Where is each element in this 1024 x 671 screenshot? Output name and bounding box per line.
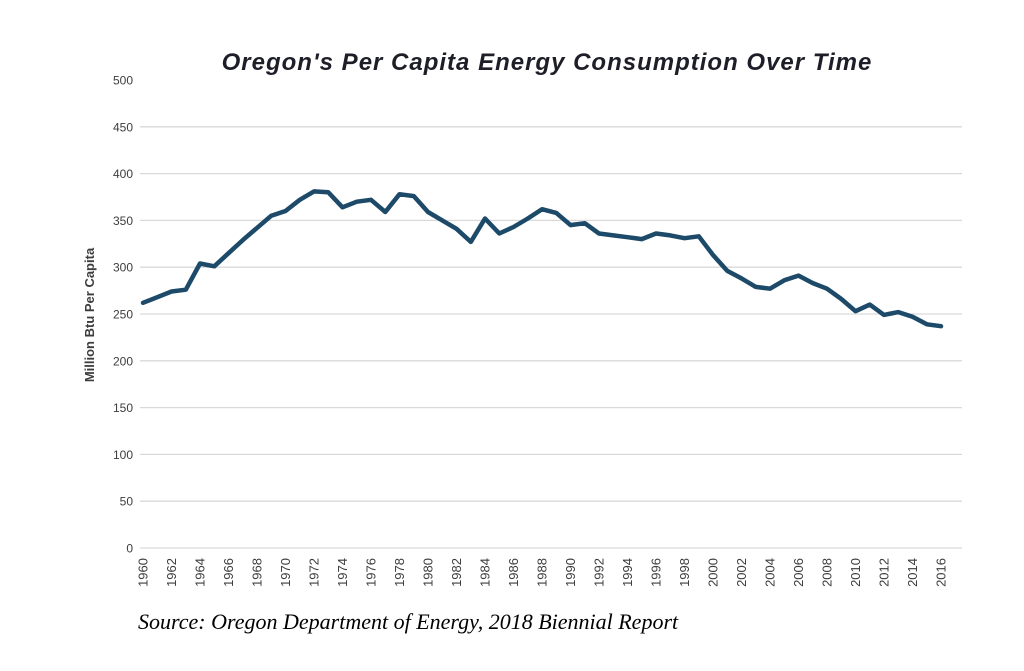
data-series <box>140 189 944 329</box>
y-tick-label: 500 <box>113 74 133 88</box>
x-tick-label: 1992 <box>592 558 607 587</box>
x-tick-label: 1962 <box>164 558 179 587</box>
y-axis-tick-labels: 0 50 100 150 200 250 300 350 400 450 500 <box>113 74 133 556</box>
y-tick-label: 200 <box>113 354 133 368</box>
x-tick-label: 1986 <box>506 558 521 587</box>
x-tick-label: 1982 <box>449 558 464 587</box>
x-tick-label: 1970 <box>278 558 293 587</box>
x-tick-label: 1960 <box>136 558 151 587</box>
x-tick-label: 2010 <box>848 558 863 587</box>
x-tick-label: 1984 <box>478 558 493 587</box>
energy-consumption-line <box>140 189 944 329</box>
x-tick-label: 1966 <box>221 558 236 587</box>
y-tick-label: 350 <box>113 214 133 228</box>
x-tick-label: 1988 <box>535 558 550 587</box>
x-tick-label: 2000 <box>706 558 721 587</box>
x-tick-label: 1990 <box>563 558 578 587</box>
x-tick-label: 2012 <box>877 558 892 587</box>
y-tick-label: 300 <box>113 261 133 275</box>
y-tick-label: 250 <box>113 308 133 322</box>
x-tick-label: 1968 <box>250 558 265 587</box>
y-tick-label: 100 <box>113 448 133 462</box>
y-tick-label: 0 <box>126 542 133 556</box>
x-tick-label: 2002 <box>734 558 749 587</box>
x-axis-tick-labels: 1960 1962 1964 1966 1968 1970 1972 1974 1976 1978… <box>136 558 949 587</box>
x-tick-label: 1976 <box>364 558 379 587</box>
x-tick-label: 1964 <box>193 558 208 587</box>
x-tick-label: 1998 <box>677 558 692 587</box>
x-tick-label: 2006 <box>791 558 806 587</box>
y-tick-label: 50 <box>120 495 134 509</box>
x-tick-label: 1972 <box>307 558 322 587</box>
y-axis-title: Million Btu Per Capita <box>82 247 97 382</box>
x-tick-label: 2004 <box>763 558 778 587</box>
chart-title: Oregon's Per Capita Energy Consumption O… <box>222 49 873 76</box>
x-tick-label: 1994 <box>620 558 635 587</box>
y-tick-label: 150 <box>113 401 133 415</box>
x-tick-label: 1980 <box>421 558 436 587</box>
x-tick-label: 1996 <box>649 558 664 587</box>
x-tick-label: 2016 <box>934 558 949 587</box>
y-tick-label: 400 <box>113 167 133 181</box>
source-note: Source: Oregon Department of Energy, 201… <box>138 609 679 634</box>
x-tick-label: 1974 <box>335 558 350 587</box>
x-tick-label: 2014 <box>905 558 920 587</box>
x-tick-label: 1978 <box>392 558 407 587</box>
gridlines <box>140 126 962 549</box>
x-tick-label: 2008 <box>820 558 835 587</box>
y-tick-label: 450 <box>113 120 133 134</box>
